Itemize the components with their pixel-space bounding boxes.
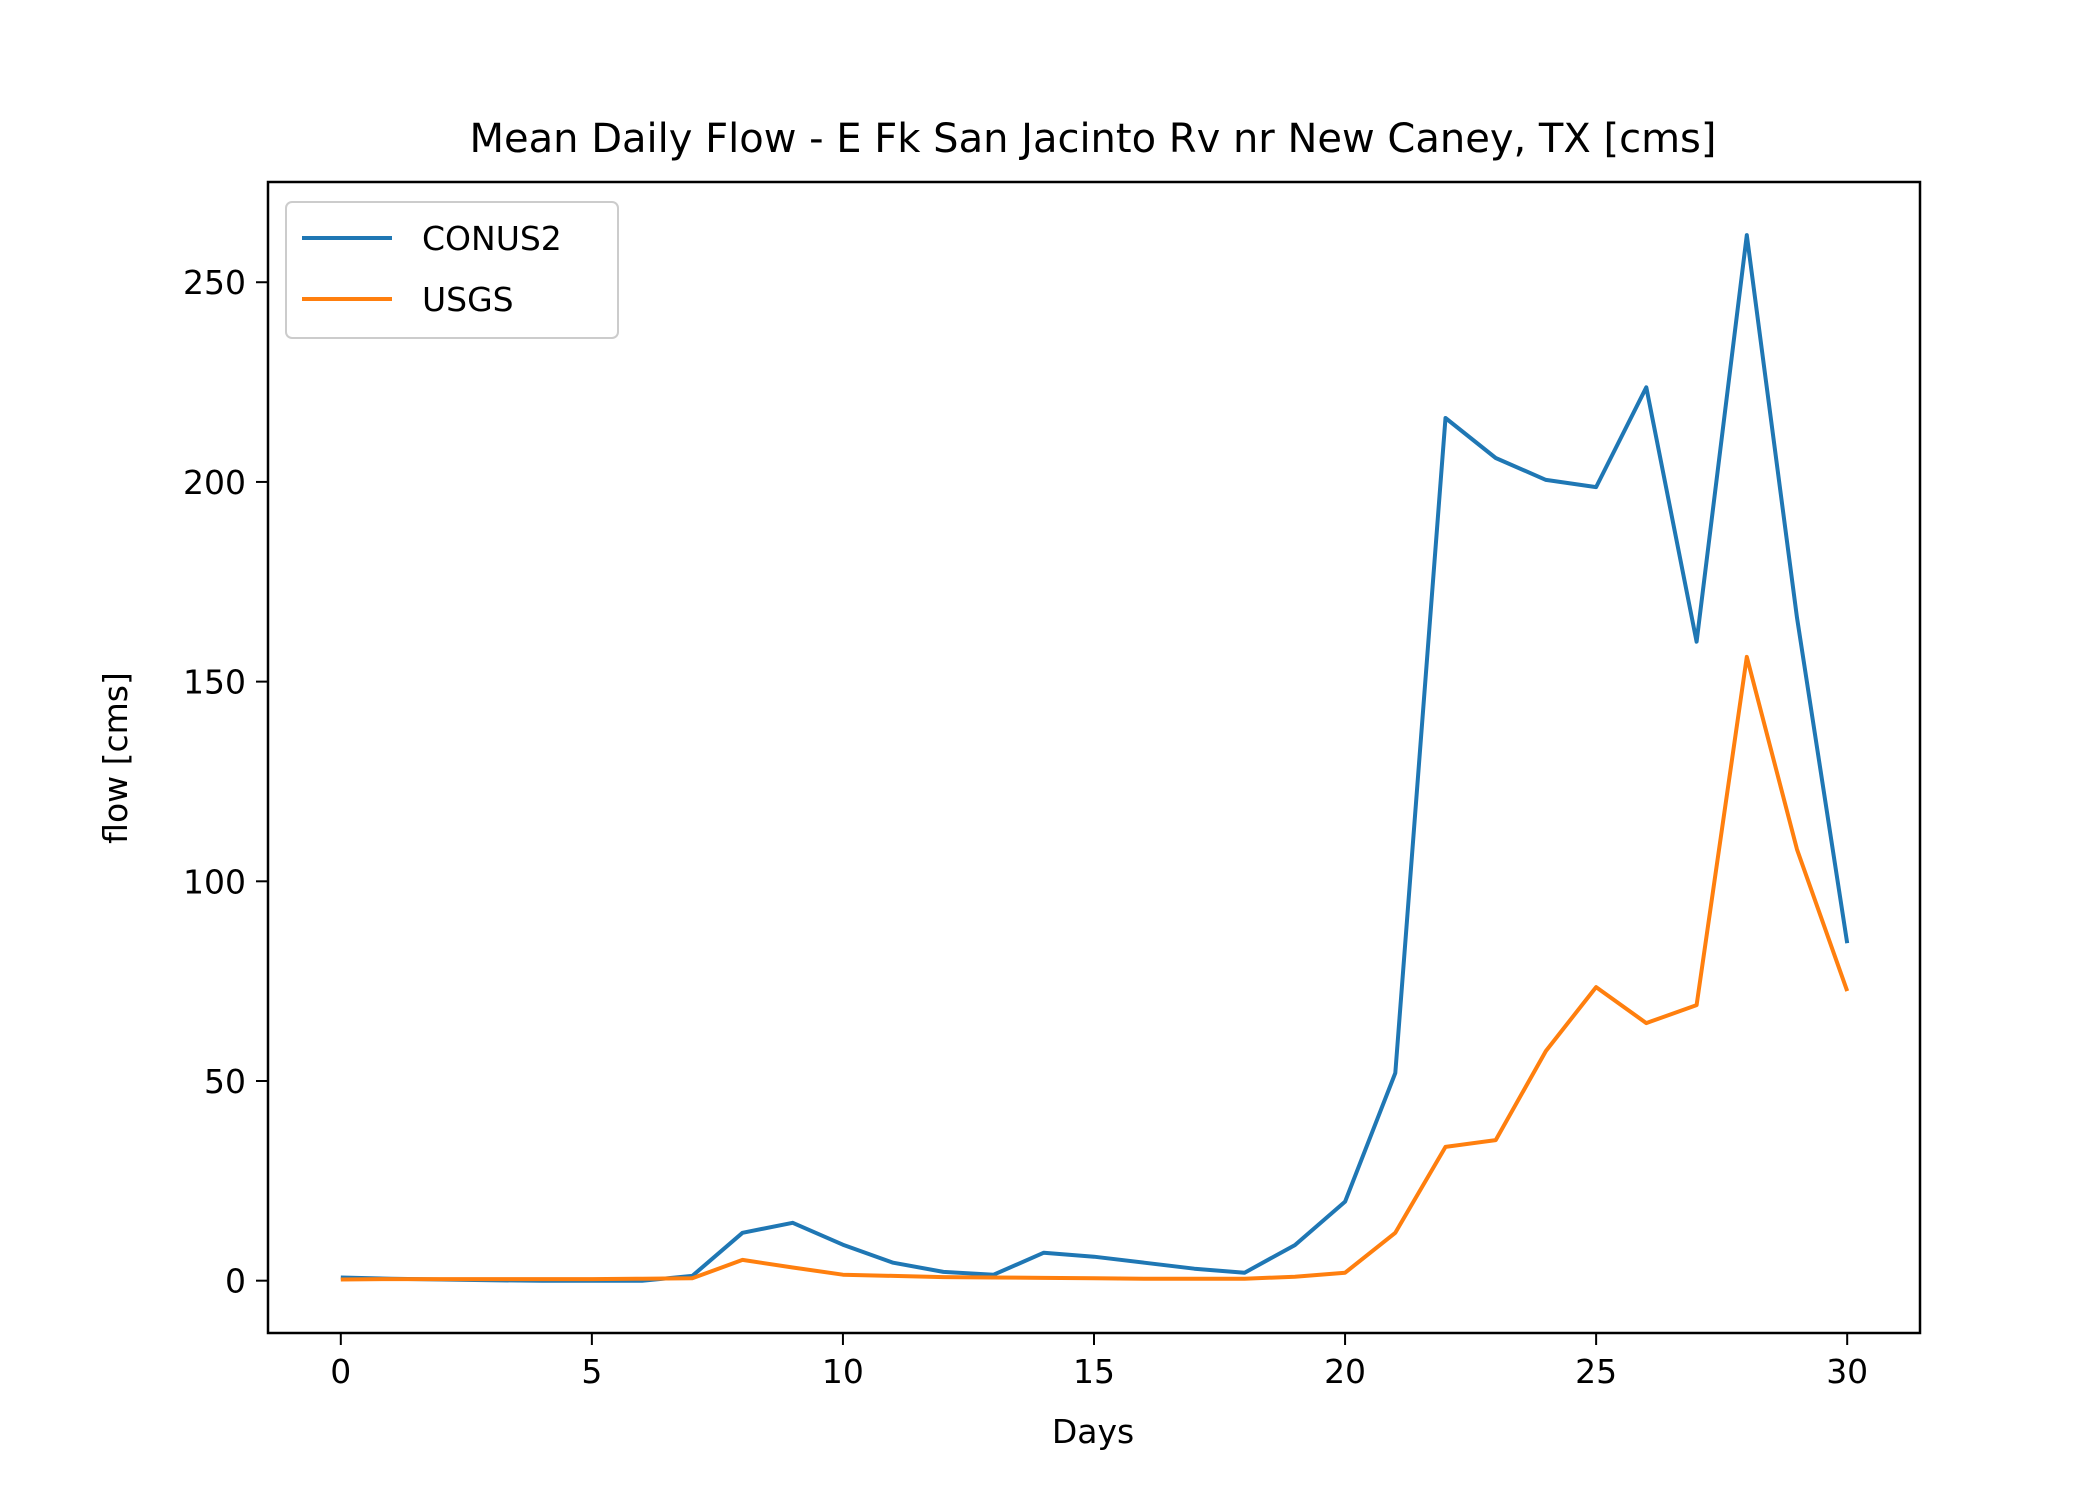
chart-title: Mean Daily Flow - E Fk San Jacinto Rv nr… [470, 116, 1717, 162]
x-tick-label: 0 [330, 1352, 351, 1391]
x-tick-label: 30 [1826, 1352, 1868, 1391]
y-axis: 0 50 100 150 200 250 [183, 263, 268, 1301]
legend: CONUS2 USGS [285, 201, 619, 339]
y-tick-label: 100 [183, 862, 246, 901]
legend-label-usgs: USGS [422, 280, 514, 319]
y-tick-label: 50 [204, 1062, 246, 1101]
x-axis: 0 5 10 15 20 25 30 [330, 1333, 1868, 1391]
x-tick-label: 15 [1073, 1352, 1115, 1391]
plot-area [340, 233, 1850, 1283]
x-tick-label: 5 [581, 1352, 602, 1391]
x-axis-title: Days [1052, 1412, 1134, 1451]
x-tick-label: 20 [1324, 1352, 1366, 1391]
y-tick-label: 200 [183, 463, 246, 502]
y-tick-label: 150 [183, 663, 246, 702]
y-tick-label: 0 [225, 1262, 246, 1301]
y-tick-label: 250 [183, 263, 246, 302]
x-tick-label: 25 [1575, 1352, 1617, 1391]
series-line-usgs [340, 654, 1850, 1282]
x-tick-label: 10 [822, 1352, 864, 1391]
y-axis-title: flow [cms] [96, 672, 135, 844]
legend-label-conus2: CONUS2 [422, 219, 562, 258]
